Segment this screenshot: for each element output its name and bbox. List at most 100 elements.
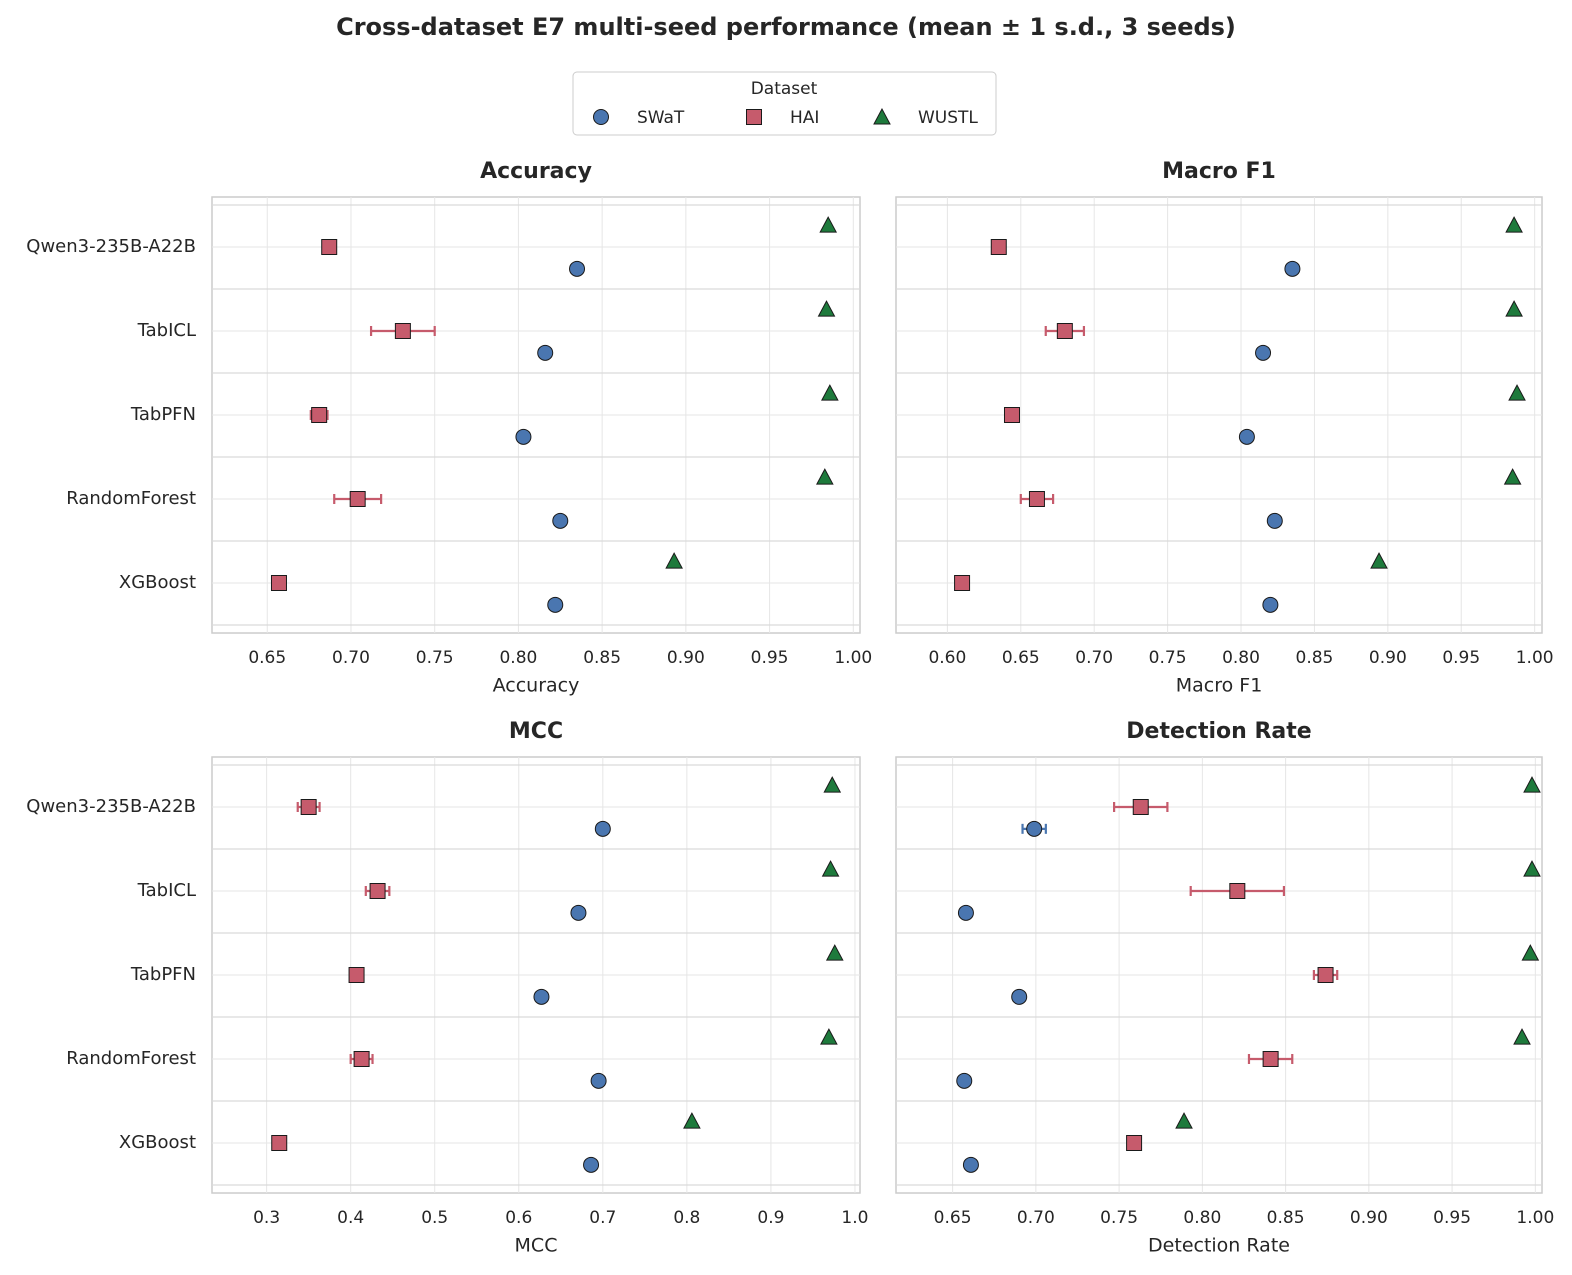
x-tick-label: 1.00 — [834, 648, 872, 668]
y-tick-label: TabICL — [137, 880, 196, 901]
marker-square — [1132, 799, 1149, 815]
marker-circle — [547, 596, 564, 613]
x-tick-label: 0.75 — [1149, 648, 1187, 668]
legend-label: SWaT — [637, 108, 685, 128]
marker-circle — [1266, 512, 1283, 529]
marker-triangle — [821, 384, 839, 401]
marker-triangle — [816, 468, 834, 485]
marker-square — [353, 1051, 370, 1067]
marker-square — [1056, 323, 1073, 339]
marker-square — [394, 323, 411, 339]
y-tick-label: XGBoost — [119, 572, 196, 593]
marker-square — [990, 239, 1007, 255]
x-tick-label: 0.65 — [934, 1208, 972, 1228]
marker-circle — [552, 512, 569, 529]
x-tick-label: 0.80 — [499, 648, 537, 668]
x-tick-label: 0.75 — [416, 648, 454, 668]
x-tick-label: 0.95 — [751, 648, 789, 668]
legend-box — [572, 71, 997, 136]
marker-square — [1126, 1135, 1143, 1151]
marker-triangle — [1508, 384, 1526, 401]
marker-circle — [1026, 820, 1043, 837]
marker-triangle — [1505, 216, 1523, 233]
marker-triangle — [825, 944, 844, 961]
marker-circle — [569, 260, 586, 277]
x-tick-label: 0.85 — [583, 648, 621, 668]
legend-label: HAI — [790, 108, 819, 128]
marker-triangle — [1513, 1028, 1531, 1045]
x-tick-label: 1.00 — [1516, 648, 1554, 668]
marker-triangle — [1523, 860, 1541, 877]
marker-square — [1317, 967, 1334, 983]
x-tick-label: 0.65 — [1002, 648, 1040, 668]
x-tick-label: 0.95 — [1433, 1208, 1471, 1228]
x-tick-label: 0.90 — [1369, 648, 1407, 668]
x-tick-label: 0.3 — [253, 1208, 280, 1228]
x-tick-label: 0.80 — [1183, 1208, 1221, 1228]
marker-triangle — [1175, 1112, 1193, 1129]
y-tick-label: XGBoost — [119, 1132, 196, 1153]
x-tick-label: 0.9 — [757, 1208, 784, 1228]
marker-triangle — [683, 1112, 701, 1129]
marker-triangle — [665, 552, 683, 569]
x-tick-label: 0.70 — [332, 648, 370, 668]
x-axis-label: Macro F1 — [1176, 675, 1263, 697]
marker-circle — [594, 820, 611, 837]
marker-square — [311, 407, 328, 423]
subplot-title: MCC — [509, 719, 563, 744]
marker-circle — [570, 904, 587, 921]
marker-circle — [956, 1072, 973, 1089]
subplot-title: Accuracy — [480, 159, 592, 184]
marker-square — [369, 883, 386, 899]
marker-circle — [1238, 428, 1255, 445]
x-tick-label: 0.6 — [505, 1208, 532, 1228]
y-tick-label: TabPFN — [130, 404, 196, 425]
x-tick-label: 1.0 — [841, 1208, 868, 1228]
marker-square — [271, 1135, 288, 1151]
subplot-title: Detection Rate — [1126, 719, 1311, 744]
x-tick-label: 0.85 — [1267, 1208, 1305, 1228]
marker-square — [1003, 407, 1020, 423]
marker-circle — [533, 988, 550, 1005]
y-tick-label: RandomForest — [66, 488, 196, 509]
x-axis-label: MCC — [515, 1235, 558, 1257]
subplot-title: Macro F1 — [1162, 159, 1276, 184]
marker-circle — [583, 1156, 600, 1173]
marker-triangle — [1505, 300, 1523, 317]
x-tick-label: 0.70 — [1075, 648, 1113, 668]
x-tick-label: 0.8 — [673, 1208, 700, 1228]
marker-square — [348, 967, 365, 983]
marker-circle — [515, 428, 532, 445]
marker-triangle — [823, 776, 842, 793]
marker-square — [954, 575, 971, 591]
x-tick-label: 0.4 — [337, 1208, 364, 1228]
marker-circle — [537, 344, 554, 361]
x-tick-label: 0.60 — [928, 648, 966, 668]
marker-square — [349, 491, 366, 507]
marker-circle — [962, 1156, 979, 1173]
marker-square — [321, 239, 338, 255]
x-tick-label: 0.85 — [1296, 648, 1334, 668]
figure-title: Cross-dataset E7 multi-seed performance … — [336, 13, 1236, 41]
x-tick-label: 0.95 — [1442, 648, 1480, 668]
x-axis-label: Detection Rate — [1148, 1235, 1290, 1257]
x-tick-label: 0.75 — [1100, 1208, 1138, 1228]
marker-square — [300, 799, 317, 815]
y-tick-label: Qwen3-235B-A22B — [26, 236, 196, 257]
marker-circle — [1284, 260, 1301, 277]
x-tick-label: 0.90 — [667, 648, 705, 668]
marker-square — [1262, 1051, 1279, 1067]
marker-square — [270, 575, 287, 591]
marker-square — [746, 109, 762, 125]
y-tick-label: TabPFN — [130, 964, 196, 985]
x-tick-label: 0.7 — [589, 1208, 616, 1228]
marker-circle — [593, 109, 609, 125]
legend-label: WUSTL — [918, 108, 978, 128]
marker-triangle — [817, 300, 836, 317]
x-tick-label: 0.65 — [248, 648, 286, 668]
y-tick-label: Qwen3-235B-A22B — [26, 796, 196, 817]
y-tick-label: TabICL — [137, 320, 196, 341]
x-tick-label: 0.80 — [1222, 648, 1260, 668]
marker-circle — [1262, 596, 1279, 613]
